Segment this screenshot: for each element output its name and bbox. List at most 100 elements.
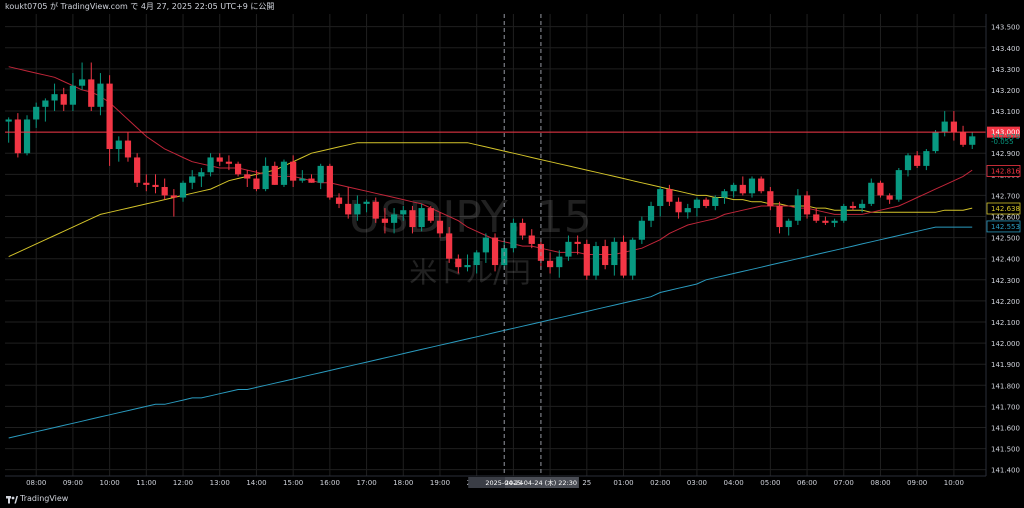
candle — [446, 227, 453, 263]
candle-body — [326, 165, 333, 198]
candle-body — [758, 178, 765, 192]
time-tick-label: 02:00 — [650, 479, 670, 487]
candle-body — [739, 184, 746, 194]
candle-body — [528, 235, 535, 244]
candle — [381, 208, 389, 234]
candle — [620, 235, 627, 278]
price-tick-label: 142.700 — [991, 192, 1020, 200]
candle — [234, 161, 242, 177]
candle — [78, 62, 86, 90]
price-tick-label: 142.100 — [991, 319, 1020, 327]
candle-body — [776, 205, 783, 228]
candle-body — [675, 201, 682, 213]
price-label-ma-mid: 142.638 — [986, 202, 1021, 215]
price-tick-label: 142.600 — [991, 214, 1020, 222]
candle — [464, 254, 471, 272]
candle — [886, 193, 893, 204]
crosshair-time-label: 2025-04-24 (木) 22:30 — [505, 478, 577, 487]
price-tick-label: 142.300 — [991, 277, 1020, 285]
price-label-text: -0.055 — [991, 138, 1014, 146]
candle — [436, 212, 444, 238]
candle — [363, 199, 370, 213]
candle — [390, 208, 398, 234]
candle — [748, 176, 756, 198]
candle — [115, 136, 122, 162]
price-label-ma-short: 142.816 — [986, 165, 1020, 177]
candle-body — [363, 201, 370, 204]
moving-average-lines — [8, 66, 973, 439]
time-tick-label: 10:00 — [100, 479, 120, 487]
candle — [739, 176, 746, 196]
candle-body — [785, 220, 792, 228]
candle-body — [317, 165, 324, 183]
candle-body — [712, 197, 719, 206]
time-tick-label: 15:00 — [283, 479, 303, 487]
candle-body — [473, 252, 480, 266]
candle-body — [170, 195, 177, 198]
crosshair-time-box — [504, 477, 579, 488]
price-tick-label: 141.400 — [991, 467, 1020, 475]
candle-body — [923, 151, 930, 166]
candle-body — [803, 195, 811, 215]
candle-body — [611, 241, 618, 266]
candle-body — [42, 100, 49, 107]
candle — [418, 203, 425, 232]
candle-body — [464, 265, 471, 268]
candle-body — [23, 119, 31, 154]
candle — [611, 237, 618, 276]
candle — [849, 201, 857, 211]
candle-body — [721, 191, 728, 198]
candle — [969, 132, 976, 150]
time-tick-label: 25 — [582, 479, 591, 487]
candle — [427, 205, 434, 223]
candle — [473, 250, 480, 274]
time-axis[interactable]: 08:00 09:00 10:00 11:00 12:00 13:00 14:00 15:00… — [5, 475, 986, 488]
candle-body — [106, 83, 113, 150]
candle-body — [868, 182, 875, 204]
price-tick-label: 141.500 — [991, 446, 1020, 454]
candle — [831, 218, 838, 228]
price-label-hline: 143.000 — [987, 126, 1020, 138]
ma-mid-line — [8, 142, 973, 258]
candle-body — [60, 94, 67, 105]
candle — [803, 191, 811, 219]
price-axis[interactable]: 143.500 143.400 143.300 143.200 143.100 143.0… — [985, 14, 1021, 476]
time-tick-label: 04:00 — [724, 479, 744, 487]
candle — [97, 73, 104, 116]
candle — [299, 170, 306, 183]
candle-body — [216, 157, 223, 162]
candle-body — [455, 258, 462, 268]
candle-body — [602, 246, 609, 266]
candle — [574, 235, 581, 255]
price-tick-label: 141.800 — [991, 382, 1020, 390]
candle — [455, 254, 462, 274]
candle-body — [620, 241, 627, 276]
candle-body — [849, 205, 857, 209]
candle-body — [904, 155, 912, 171]
watermark-subtitle: 米ドル/円 — [409, 256, 530, 289]
footer: TradingView — [0, 490, 1024, 508]
candle — [51, 83, 58, 112]
candle — [262, 157, 269, 192]
candle — [638, 216, 645, 244]
candle-body — [491, 237, 499, 266]
candle-body — [647, 205, 655, 221]
candle — [207, 153, 214, 177]
candle — [602, 239, 609, 270]
candle-body — [592, 246, 600, 276]
watermark-symbol: USDJPY, 15 — [348, 192, 591, 243]
crosshair-time-label: 2025-04-24 — [485, 479, 523, 487]
candle-body — [51, 94, 58, 101]
publish-caption: koukt0705 が TradingView.com で 4月 27, 202… — [5, 2, 275, 11]
candle — [42, 98, 49, 122]
time-tick-label: 03:00 — [687, 479, 707, 487]
candle — [767, 186, 774, 211]
candle — [88, 62, 95, 112]
time-tick-label: 07:00 — [834, 479, 854, 487]
candle — [60, 87, 67, 112]
candle — [712, 195, 719, 211]
candle-body — [290, 161, 297, 181]
price-tick-label: 143.100 — [991, 108, 1020, 116]
price-label-text: 143.000 — [991, 129, 1020, 137]
